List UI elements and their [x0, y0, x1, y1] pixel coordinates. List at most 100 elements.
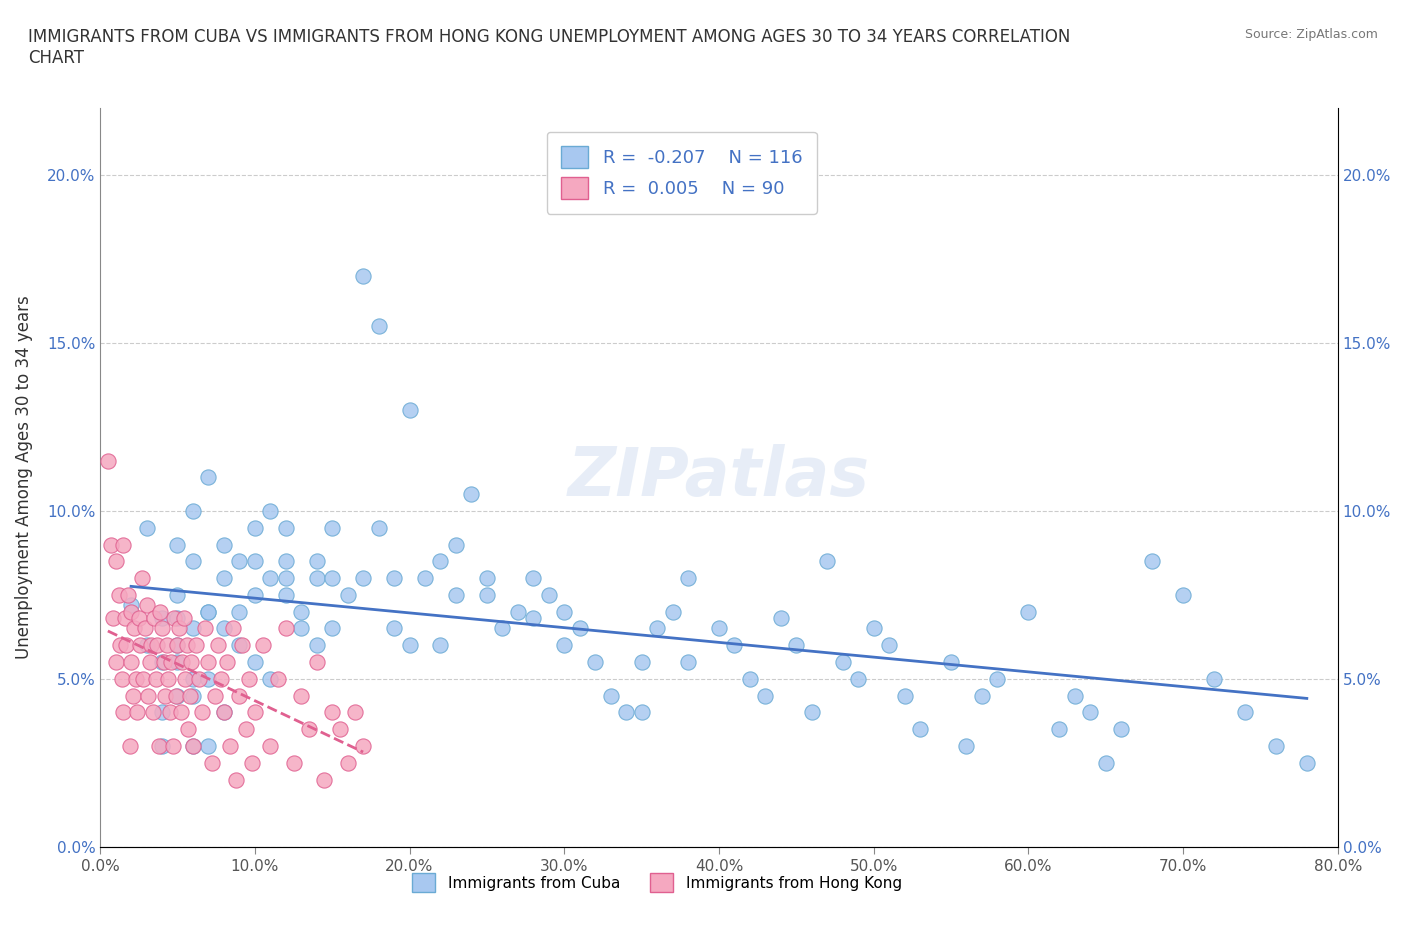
Point: [522, 611, 544, 626]
Point: [150, 738, 173, 753]
Point: [104, 554, 127, 569]
Point: [398, 638, 420, 653]
Point: [212, 538, 235, 552]
Point: [181, 503, 204, 518]
Point: [259, 738, 281, 753]
Point: [321, 520, 343, 535]
Point: [231, 638, 253, 653]
Point: [177, 722, 200, 737]
Point: [1202, 671, 1225, 686]
Point: [259, 671, 281, 686]
Point: [614, 705, 637, 720]
Point: [100, 538, 122, 552]
Point: [120, 655, 142, 670]
Point: [167, 621, 190, 636]
Text: ZIPatlas: ZIPatlas: [568, 445, 870, 511]
Point: [893, 688, 915, 703]
Point: [146, 638, 169, 653]
Point: [243, 588, 266, 603]
Point: [1295, 755, 1317, 770]
Point: [444, 538, 467, 552]
Text: Source: ZipAtlas.com: Source: ZipAtlas.com: [1244, 28, 1378, 41]
Point: [290, 604, 312, 619]
Point: [134, 621, 156, 636]
Point: [1109, 722, 1132, 737]
Point: [553, 638, 575, 653]
Point: [207, 638, 229, 653]
Point: [259, 571, 281, 586]
Point: [135, 598, 157, 613]
Point: [149, 604, 172, 619]
Point: [228, 688, 250, 703]
Point: [150, 655, 173, 670]
Point: [112, 705, 135, 720]
Point: [212, 621, 235, 636]
Point: [238, 671, 260, 686]
Point: [235, 722, 257, 737]
Point: [460, 486, 482, 501]
Point: [121, 688, 143, 703]
Point: [305, 638, 328, 653]
Point: [877, 638, 900, 653]
Point: [153, 688, 176, 703]
Point: [120, 604, 142, 619]
Point: [630, 705, 652, 720]
Point: [243, 655, 266, 670]
Point: [125, 671, 148, 686]
Point: [159, 705, 181, 720]
Point: [553, 604, 575, 619]
Point: [181, 688, 204, 703]
Point: [197, 604, 219, 619]
Point: [209, 671, 232, 686]
Point: [738, 671, 761, 686]
Point: [166, 655, 188, 670]
Point: [172, 655, 194, 670]
Point: [305, 655, 328, 670]
Point: [630, 655, 652, 670]
Point: [165, 688, 187, 703]
Point: [382, 571, 405, 586]
Point: [156, 638, 179, 653]
Point: [111, 671, 134, 686]
Point: [104, 655, 127, 670]
Point: [444, 588, 467, 603]
Point: [707, 621, 730, 636]
Point: [336, 755, 359, 770]
Point: [174, 671, 197, 686]
Point: [267, 671, 290, 686]
Point: [101, 611, 124, 626]
Point: [274, 588, 297, 603]
Point: [305, 554, 328, 569]
Point: [1078, 705, 1101, 720]
Point: [290, 688, 312, 703]
Point: [181, 738, 204, 753]
Point: [1094, 755, 1116, 770]
Point: [228, 554, 250, 569]
Point: [352, 269, 374, 284]
Point: [212, 571, 235, 586]
Point: [166, 638, 188, 653]
Point: [537, 588, 560, 603]
Point: [329, 722, 352, 737]
Point: [1140, 554, 1163, 569]
Point: [1047, 722, 1070, 737]
Point: [136, 688, 159, 703]
Point: [259, 503, 281, 518]
Legend: Immigrants from Cuba, Immigrants from Hong Kong: Immigrants from Cuba, Immigrants from Ho…: [406, 868, 908, 898]
Point: [204, 688, 226, 703]
Point: [166, 538, 188, 552]
Point: [107, 588, 129, 603]
Point: [475, 588, 498, 603]
Text: IMMIGRANTS FROM CUBA VS IMMIGRANTS FROM HONG KONG UNEMPLOYMENT AMONG AGES 30 TO : IMMIGRANTS FROM CUBA VS IMMIGRANTS FROM …: [28, 28, 1070, 67]
Point: [1171, 588, 1194, 603]
Point: [194, 621, 217, 636]
Point: [645, 621, 668, 636]
Point: [200, 755, 222, 770]
Point: [150, 611, 173, 626]
Point: [197, 604, 219, 619]
Point: [475, 571, 498, 586]
Point: [179, 688, 201, 703]
Point: [120, 598, 142, 613]
Point: [127, 705, 149, 720]
Point: [135, 638, 157, 653]
